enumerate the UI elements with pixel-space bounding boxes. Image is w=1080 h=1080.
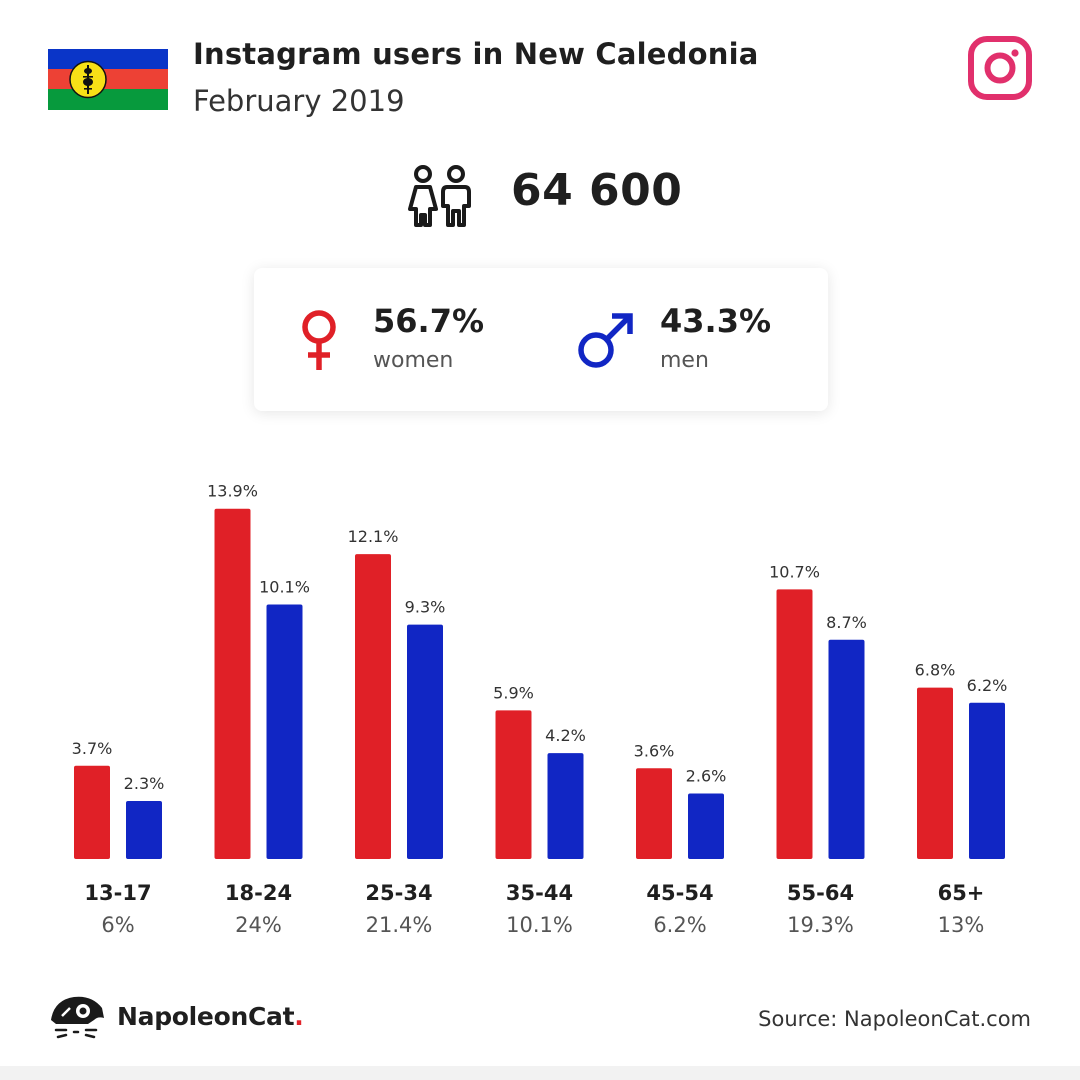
bar: [214, 508, 251, 859]
gender-card: [254, 268, 828, 411]
category-label: 55-64: [787, 881, 854, 905]
male-symbol-icon: [578, 313, 633, 368]
men-label: men: [660, 348, 709, 373]
bar: [355, 554, 391, 859]
category-total: 6.2%: [653, 913, 706, 937]
source-text: Source: NapoleonCat.com: [758, 1007, 1031, 1031]
category-label: 65+: [938, 881, 985, 905]
category-total: 13%: [938, 913, 985, 937]
bar-value-label: 4.2%: [545, 726, 586, 745]
bar: [828, 639, 865, 859]
bar-value-label: 5.9%: [493, 683, 534, 702]
bar: [917, 687, 953, 859]
bar: [688, 793, 724, 859]
napoleoncat-logo-icon: [51, 996, 104, 1039]
bar: [636, 768, 672, 859]
bar-value-label: 3.7%: [72, 739, 113, 758]
bar-value-label: 10.7%: [769, 562, 820, 581]
category-total: 19.3%: [787, 913, 854, 937]
new-caledonia-flag-icon: [48, 49, 168, 110]
category-total: 10.1%: [506, 913, 573, 937]
brand-dot: .: [294, 1002, 304, 1031]
category-total: 21.4%: [366, 913, 433, 937]
bottom-bar: [0, 1066, 1080, 1080]
category-label: 18-24: [225, 881, 292, 905]
bar-value-label: 2.3%: [124, 774, 165, 793]
women-percentage: 56.7%: [373, 302, 485, 340]
total-users: 64 600: [511, 165, 683, 216]
bar: [407, 624, 443, 859]
bar: [495, 710, 532, 859]
page-title: Instagram users in New Caledonia: [193, 37, 759, 71]
bar: [776, 589, 813, 859]
bar-value-label: 6.2%: [967, 676, 1008, 695]
category-label: 35-44: [506, 881, 573, 905]
bar-value-label: 10.1%: [259, 577, 310, 596]
instagram-icon: [968, 36, 1032, 100]
brand-name: NapoleonCat.: [117, 1002, 304, 1031]
bar-value-label: 13.9%: [207, 482, 258, 501]
age-gender-bar-chart: 3.7% 2.3% 13-17 6% 13.9% 10.1% 18-24 24% 12.1% 9.…: [72, 482, 1008, 937]
bar-value-label: 3.6%: [634, 741, 675, 760]
category-total: 6%: [101, 913, 134, 937]
category-total: 24%: [235, 913, 282, 937]
bar: [969, 702, 1005, 859]
men-percentage: 43.3%: [660, 302, 772, 340]
bar-value-label: 2.6%: [686, 766, 727, 785]
page-subtitle: February 2019: [193, 84, 405, 118]
bar: [547, 753, 584, 859]
bar: [74, 765, 110, 859]
bar-value-label: 9.3%: [405, 598, 446, 617]
brand-name-text: NapoleonCat: [117, 1002, 295, 1031]
bar-value-label: 12.1%: [348, 527, 399, 546]
category-label: 13-17: [84, 881, 151, 905]
bar: [266, 604, 303, 859]
users-icon: [408, 165, 471, 227]
category-label: 45-54: [646, 881, 713, 905]
bar-value-label: 8.7%: [826, 613, 867, 632]
female-symbol-icon: [302, 310, 336, 370]
bar-value-label: 6.8%: [915, 661, 956, 680]
category-label: 25-34: [365, 881, 432, 905]
bar: [126, 801, 162, 859]
women-label: women: [373, 348, 454, 373]
